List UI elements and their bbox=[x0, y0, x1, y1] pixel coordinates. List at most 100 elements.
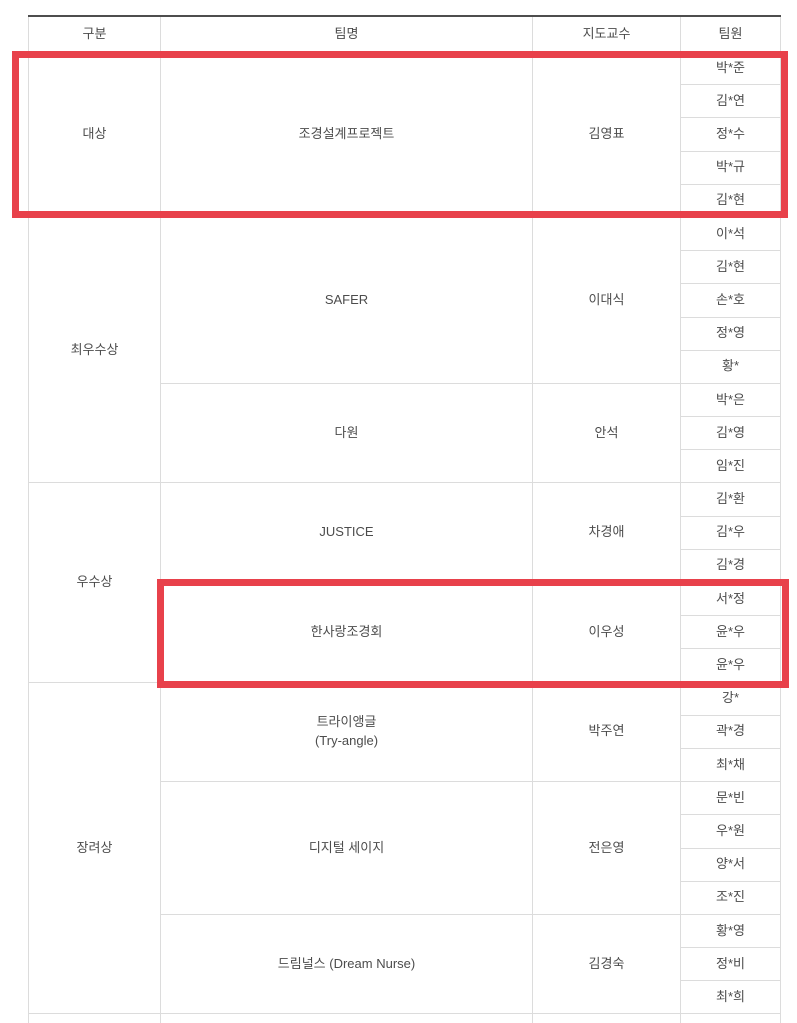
header-row: 구분 팀명 지도교수 팀원 bbox=[28, 15, 781, 52]
empty-cell bbox=[28, 1013, 161, 1023]
member-cell: 조*진 bbox=[680, 880, 781, 915]
column-header-2: 지도교수 bbox=[532, 15, 681, 52]
team-name-line: 디지털 세이지 bbox=[308, 839, 385, 855]
table-row: 윤*우 bbox=[29, 648, 781, 683]
table-row: 정*비 bbox=[29, 947, 781, 982]
table-row: 양*서 bbox=[29, 847, 781, 882]
team-name-line: 조경설계프로젝트 bbox=[298, 126, 395, 142]
table-body: 대상 조경설계프로젝트 김영표 박*준 김*연 정*수 박*규 김*현 최우수상 SAFER 이대식… bbox=[28, 50, 781, 1023]
member-cell: 최*희 bbox=[680, 980, 781, 1015]
table-row: 김*영 bbox=[29, 416, 781, 451]
table-row: 디지털 세이지 전은영 문*빈 bbox=[29, 781, 781, 915]
table-row: 드림널스 (Dream Nurse) 김경숙 황*영 bbox=[29, 913, 781, 1015]
team-name-cell: SAFER bbox=[160, 216, 533, 384]
team-name-cell: JUSTICE bbox=[160, 482, 533, 583]
member-cell: 박*준 bbox=[680, 50, 781, 86]
team-name-line: 한사랑조경회 bbox=[310, 623, 383, 639]
member-cell: 손*호 bbox=[680, 283, 781, 318]
table-row: 정*수 bbox=[29, 117, 781, 152]
table-row: 임*진 bbox=[29, 449, 781, 484]
award-cell: 대상 bbox=[28, 51, 161, 218]
member-cell: 정*영 bbox=[680, 316, 781, 351]
member-cell: 윤*우 bbox=[680, 648, 781, 683]
member-cell: 정*비 bbox=[680, 947, 781, 982]
advisor-cell: 김경숙 bbox=[532, 913, 681, 1015]
team-name-cell: 조경설계프로젝트 bbox=[160, 51, 533, 218]
table-row: 우*원 bbox=[29, 814, 781, 849]
member-cell: 우*원 bbox=[680, 814, 781, 849]
table-row: 김*연 bbox=[29, 84, 781, 119]
team-name-cell: 드림널스 (Dream Nurse) bbox=[160, 913, 533, 1015]
member-cell: 황*영 bbox=[680, 913, 781, 949]
member-cell: 박*은 bbox=[680, 382, 781, 418]
member-cell: 정*수 bbox=[680, 117, 781, 152]
member-cell: 김*환 bbox=[680, 482, 781, 517]
member-cell: 양*서 bbox=[680, 847, 781, 882]
team-name-cell: 다원 bbox=[160, 382, 533, 484]
empty-cell bbox=[680, 1013, 781, 1023]
team-name-cell: 한사랑조경회 bbox=[160, 582, 533, 683]
table-row: 한사랑조경회 이우성 서*정 bbox=[29, 581, 781, 683]
member-cell: 김*현 bbox=[680, 250, 781, 285]
table-header: 구분 팀명 지도교수 팀원 bbox=[28, 15, 781, 52]
award-cell: 우수상 bbox=[28, 482, 161, 683]
member-cell: 김*우 bbox=[680, 515, 781, 550]
advisor-cell: 김영표 bbox=[532, 51, 681, 218]
team-name-cell: 트라이앵글 (Try-angle) bbox=[160, 681, 533, 783]
empty-cell bbox=[532, 1013, 681, 1023]
table-row: 최*희 bbox=[29, 980, 781, 1015]
team-name-cell: 디지털 세이지 bbox=[160, 781, 533, 915]
member-cell: 문*빈 bbox=[680, 781, 781, 816]
table-row: 황* bbox=[29, 349, 781, 384]
team-name-line: (Try-angle) bbox=[314, 732, 379, 748]
table-row-cutoff bbox=[28, 1013, 781, 1023]
team-name-line: SAFER bbox=[324, 291, 369, 307]
advisor-cell: 이대식 bbox=[532, 216, 681, 384]
member-cell: 김*영 bbox=[680, 416, 781, 451]
table-row: 장려상 트라이앵글 (Try-angle) 박주연 강* bbox=[28, 681, 781, 1015]
table-row: 다원 안석 박*은 bbox=[29, 382, 781, 484]
member-cell: 곽*경 bbox=[680, 714, 781, 749]
table-row: 김*경 bbox=[29, 548, 781, 584]
advisor-cell: 이우성 bbox=[532, 582, 681, 683]
advisor-cell: 차경애 bbox=[532, 482, 681, 583]
team-name-line: 드림널스 (Dream Nurse) bbox=[277, 955, 416, 971]
team-name-line: 트라이앵글 bbox=[316, 714, 377, 729]
team-name-line: JUSTICE bbox=[319, 524, 374, 540]
table-row: 정*영 bbox=[29, 316, 781, 351]
advisor-cell: 안석 bbox=[532, 382, 681, 484]
member-cell: 강* bbox=[680, 681, 781, 716]
member-cell: 황* bbox=[680, 349, 781, 384]
table-row: 최우수상 SAFER 이대식 이*석 bbox=[28, 216, 781, 484]
member-cell: 이*석 bbox=[680, 216, 781, 252]
table-row: 곽*경 bbox=[29, 714, 781, 749]
column-header-0: 구분 bbox=[28, 15, 161, 52]
table-row: 우수상 JUSTICE 차경애 김*환 bbox=[28, 482, 781, 683]
awards-table-wrap: 구분 팀명 지도교수 팀원 대상 조경설계프로젝트 김영표 박*준 김*연 정*수 박*규 김*현 최… bbox=[28, 15, 781, 1023]
advisor-cell: 전은영 bbox=[532, 781, 681, 915]
table-row: 조*진 bbox=[29, 880, 781, 915]
awards-table: 구분 팀명 지도교수 팀원 대상 조경설계프로젝트 김영표 박*준 김*연 정*수 박*규 김*현 최… bbox=[28, 15, 781, 1023]
column-header-3: 팀원 bbox=[680, 15, 781, 52]
table-row: 윤*우 bbox=[29, 615, 781, 650]
member-cell: 임*진 bbox=[680, 449, 781, 484]
member-cell: 박*규 bbox=[680, 150, 781, 185]
table-row: 손*호 bbox=[29, 283, 781, 318]
member-cell: 서*정 bbox=[680, 581, 781, 617]
member-cell: 윤*우 bbox=[680, 615, 781, 650]
advisor-cell: 박주연 bbox=[532, 681, 681, 783]
column-header-1: 팀명 bbox=[160, 15, 533, 52]
member-cell: 김*현 bbox=[680, 183, 781, 218]
table-row: 대상 조경설계프로젝트 김영표 박*준 bbox=[28, 50, 781, 218]
member-cell: 김*경 bbox=[680, 548, 781, 584]
table-row: 김*현 bbox=[29, 250, 781, 285]
team-name-line: 다원 bbox=[334, 424, 359, 440]
empty-cell bbox=[160, 1013, 533, 1023]
member-cell: 최*채 bbox=[680, 747, 781, 783]
award-cell: 최우수상 bbox=[28, 216, 161, 484]
award-cell: 장려상 bbox=[28, 681, 161, 1015]
table-row: 최*채 bbox=[29, 747, 781, 783]
member-cell: 김*연 bbox=[680, 84, 781, 119]
table-row: 김*우 bbox=[29, 515, 781, 550]
